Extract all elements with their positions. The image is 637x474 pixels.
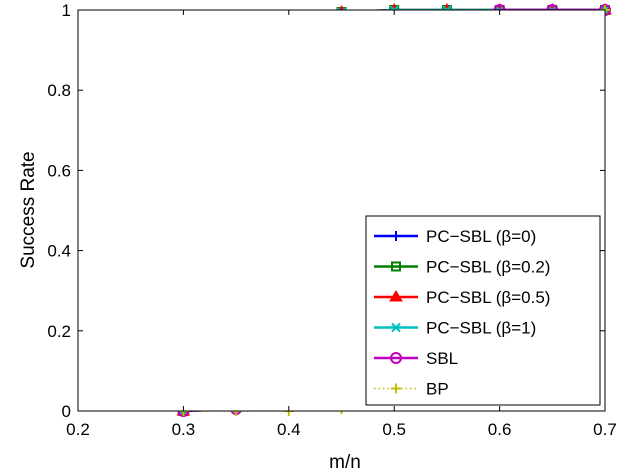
legend-entry: BP	[374, 380, 449, 399]
legend-marker	[389, 290, 403, 302]
y-tick-label: 0.8	[47, 81, 71, 100]
x-tick-label: 0.7	[593, 420, 617, 439]
y-tick-label: 0.2	[47, 322, 71, 341]
legend-entry: PC−SBL (β=0.2)	[374, 258, 550, 277]
x-tick-label: 0.5	[382, 420, 406, 439]
legend-label: SBL	[426, 349, 458, 368]
y-tick-label: 0	[62, 402, 71, 421]
legend-label: PC−SBL (β=0.2)	[426, 258, 550, 277]
legend-box	[365, 215, 601, 406]
legend-label: PC−SBL (β=0.5)	[426, 288, 550, 307]
x-tick-label: 0.3	[172, 420, 196, 439]
x-axis-title: m/n	[329, 452, 361, 473]
legend-entry: PC−SBL (β=0)	[374, 227, 536, 246]
x-tick-label: 0.2	[66, 420, 90, 439]
y-tick-label: 1	[62, 1, 71, 20]
legend-label: BP	[426, 380, 449, 399]
legend-entry: PC−SBL (β=1)	[374, 319, 536, 338]
legend-label: PC−SBL (β=0)	[426, 227, 536, 246]
legend-marker	[391, 322, 401, 333]
x-tick-label: 0.4	[277, 420, 301, 439]
y-tick-label: 0.6	[47, 161, 71, 180]
y-tick-label: 0.4	[47, 242, 71, 261]
x-tick-label: 0.6	[488, 420, 512, 439]
legend-marker	[391, 383, 401, 394]
legend-entry: SBL	[374, 349, 458, 368]
legend-entry: PC−SBL (β=0.5)	[374, 288, 550, 307]
y-axis-title: Success Rate	[18, 151, 39, 268]
legend-marker	[390, 352, 402, 364]
legend-label: PC−SBL (β=1)	[426, 319, 536, 338]
marker-stroke	[391, 322, 401, 333]
legend-marker	[391, 231, 401, 241]
legend: PC−SBL (β=0) PC−SBL (β=0.2) PC−SBL (β=0.5)…	[365, 215, 601, 406]
legend-marker	[391, 261, 401, 272]
